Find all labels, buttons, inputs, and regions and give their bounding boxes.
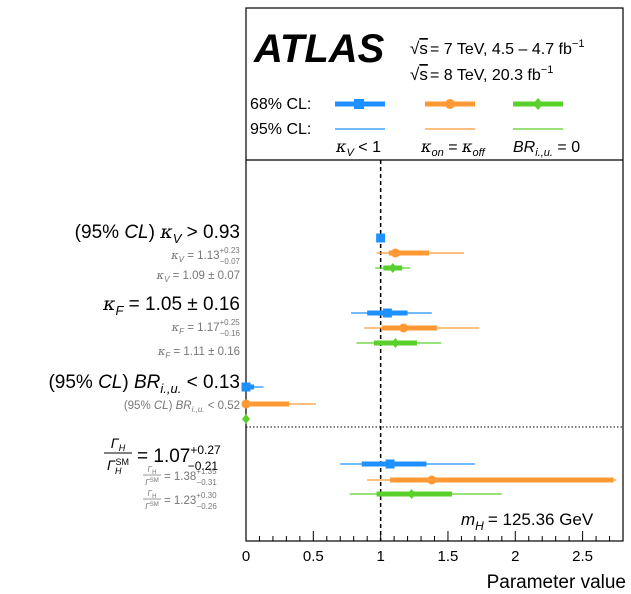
g3-green-marker [407,489,416,499]
label-bru-main: (95% CL) BRi.,u. < 0.13 [48,372,240,396]
label-gamma-green: ΓH ΓSM = 1.23+0.30 −0.26 [143,489,217,511]
energy-line-1: √s = 7 TeV, 4.5 – 4.7 fb−1 [410,38,584,58]
legend-blue-marker [354,99,364,109]
x-tick-label: 2.5 [572,548,593,565]
g1-orange-marker [399,323,409,333]
label-kv-main: (95% CL) κV > 0.93 [75,221,240,246]
g3-blue-marker [385,459,395,469]
x-tick-label: 0.5 [303,548,324,565]
plot-frame [245,7,624,542]
label-gamma-orange: ΓH ΓSM = 1.38+1.35 −0.31 [143,465,217,487]
experiment-label: ATLAS [253,27,385,71]
label-kf-orange: κF = 1.17+0.25 −0.16 [171,318,241,338]
g2-blue-marker [241,382,251,392]
legend-orange-marker [445,99,455,109]
label-kv-orange: κV = 1.13+0.23 −0.07 [170,246,240,266]
legend-cl95-label: 95% CL: [250,121,311,138]
g0-blue-marker [376,233,386,243]
mass-prefix: m [461,510,475,529]
g2-orange-marker [241,399,251,409]
energy-sup-2: −1 [541,64,554,76]
label-bru-orange: (95% CL) BRi.,u. < 0.52 [124,400,240,414]
legend-label-konoff: κon = κoff [420,137,486,159]
energy-text-1: = 7 TeV, 4.5 – 4.7 fb [430,41,572,58]
g1-blue-marker [382,308,392,318]
x-axis-title: Parameter value [487,572,626,593]
g2-green-marker [242,414,250,424]
g3-orange-marker [427,475,437,485]
mass-value: = 125.36 GeV [488,510,594,529]
label-kf-green: κF = 1.11 ± 0.16 [157,344,240,360]
row-labels: (95% CL) κV > 0.93 κV = 1.13+0.23 −0.07 κ… [48,221,240,511]
data-marks [241,233,617,499]
svg-text:ΓH: ΓH [111,435,126,453]
legend-green-marker [533,98,543,110]
g1-green-marker [391,338,400,348]
svg-text:√s: √s [410,39,428,58]
g0-green-marker [388,263,397,273]
svg-text:ΓHSM: ΓHSM [107,457,129,476]
x-tick-label: 1.5 [438,548,459,565]
svg-text:ΓH: ΓH [148,489,157,500]
svg-text:ΓSM: ΓSM [145,478,159,487]
x-tick-label: 2 [511,548,519,565]
legend-label-kv: κV < 1 [335,137,381,159]
svg-text:= 1.38+1.35−0.31: = 1.38+1.35 −0.31 [164,467,217,487]
legend: 68% CL: 95% CL: κV < 1 κon = κoff BRi.,u… [250,96,580,159]
svg-text:= 8 TeV, 20.3 fb−1: = 8 TeV, 20.3 fb−1 [430,64,553,84]
mass-annotation: mH = 125.36 GeV [461,510,594,533]
svg-text:ΓH: ΓH [148,465,157,476]
svg-text:= 1.23+0.30−0.26: = 1.23+0.30 −0.26 [164,491,217,511]
legend-label-bru: BRi.,u. = 0 [513,139,580,159]
legend-cl68-label: 68% CL: [250,96,311,113]
x-tick-label: 0 [242,548,250,565]
svg-text:√s: √s [410,65,428,84]
energy-text-2: = 8 TeV, 20.3 fb [430,67,541,84]
svg-text:ΓSM: ΓSM [145,502,159,511]
label-kv-green: κV = 1.09 ± 0.07 [156,268,240,284]
g0-orange-marker [390,248,400,258]
energy-line-2: √s = 8 TeV, 20.3 fb−1 [410,64,553,84]
energy-sup-1: −1 [572,38,585,50]
label-kf-main: κF = 1.05 ± 0.16 [102,293,240,318]
mass-sub: H [475,519,484,533]
x-tick-label: 1 [376,548,384,565]
x-axis: 0 0.5 1 1.5 2 2.5 [242,531,624,565]
svg-text:= 7 TeV, 4.5 – 4.7 fb−1: = 7 TeV, 4.5 – 4.7 fb−1 [430,38,584,58]
